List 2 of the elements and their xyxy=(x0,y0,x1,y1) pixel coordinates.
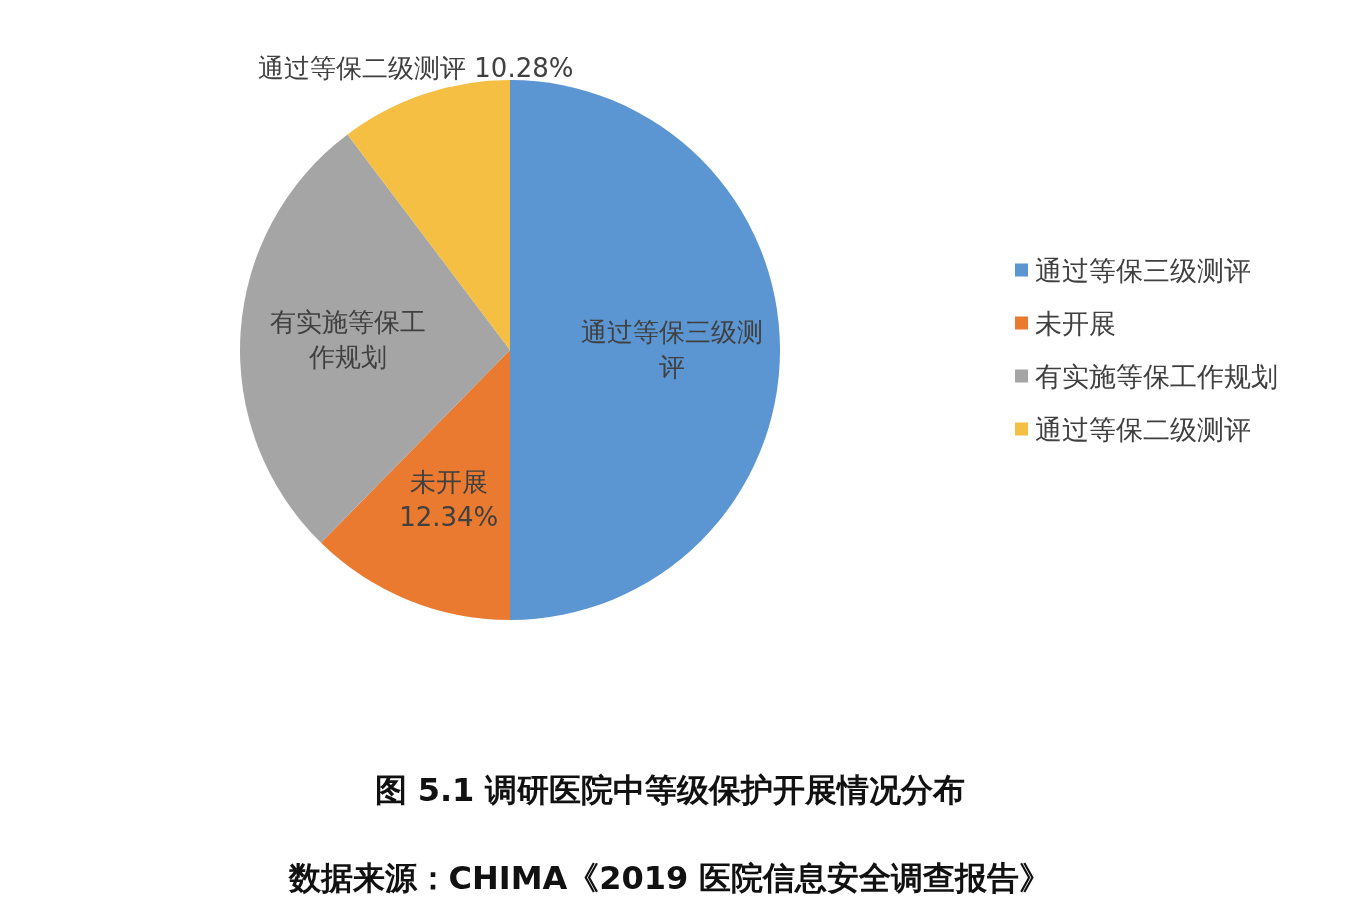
annotation: 数据来源：CHIMA《2019 医院信息安全调查报告》 xyxy=(288,859,1052,897)
title: 图 5.1 调研医院中等级保护开展情况分布 xyxy=(374,771,966,809)
